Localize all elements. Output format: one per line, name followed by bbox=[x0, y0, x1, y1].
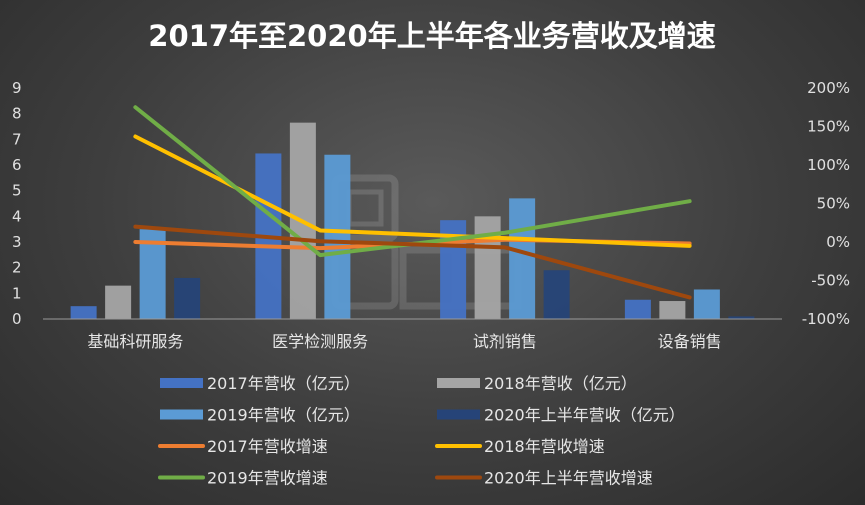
right-tick-label: 100% bbox=[807, 156, 850, 174]
right-tick-label: 50% bbox=[817, 195, 850, 213]
left-tick-label: 6 bbox=[12, 156, 22, 174]
legend-label-3: 2019年营收（亿元） bbox=[207, 406, 360, 425]
legend-label-5: 2017年营收增速 bbox=[207, 437, 328, 456]
right-tick-label: 150% bbox=[807, 118, 850, 136]
bar-4-3 bbox=[543, 270, 570, 319]
left-tick-label: 9 bbox=[12, 79, 22, 97]
legend-label-1: 2017年营收（亿元） bbox=[207, 374, 360, 393]
bar-1-1 bbox=[70, 306, 97, 319]
legend-label-4: 2020年上半年营收（亿元） bbox=[484, 406, 685, 425]
legend-swatch-1 bbox=[160, 378, 203, 388]
legend-label-6: 2018年营收增速 bbox=[484, 437, 605, 456]
left-tick-label: 1 bbox=[12, 284, 22, 302]
bar-3-2 bbox=[324, 154, 351, 319]
right-tick-label: 0% bbox=[826, 233, 850, 251]
category-label: 基础科研服务 bbox=[87, 332, 183, 351]
bar-2-4 bbox=[659, 301, 686, 319]
legend-swatch-3 bbox=[160, 409, 203, 420]
line-series-2 bbox=[133, 134, 692, 248]
bar-4-1 bbox=[174, 277, 201, 319]
legend-label-2: 2018年营收（亿元） bbox=[484, 374, 637, 393]
legend-swatch-4 bbox=[437, 409, 480, 420]
bar-2-1 bbox=[105, 285, 132, 319]
legend-label-7: 2019年营收增速 bbox=[207, 469, 328, 488]
legend-swatch-2 bbox=[437, 378, 480, 388]
left-tick-label: 5 bbox=[12, 182, 22, 200]
category-label: 试剂销售 bbox=[473, 332, 537, 351]
right-tick-label: -50% bbox=[811, 272, 850, 290]
right-tick-label: 200% bbox=[807, 79, 850, 97]
bar-3-4 bbox=[693, 289, 720, 319]
legend-label-8: 2020年上半年营收增速 bbox=[484, 469, 653, 488]
bar-1-4 bbox=[624, 299, 651, 319]
left-tick-label: 3 bbox=[12, 233, 22, 251]
left-tick-label: 0 bbox=[12, 310, 22, 328]
bar-3-3 bbox=[509, 198, 536, 319]
left-tick-label: 8 bbox=[12, 105, 22, 123]
line-series-4 bbox=[133, 224, 692, 300]
left-tick-label: 4 bbox=[12, 207, 22, 225]
chart-title: 2017年至2020年上半年各业务营收及增速 bbox=[148, 19, 715, 53]
bar-4-4 bbox=[728, 316, 755, 319]
left-tick-label: 7 bbox=[12, 130, 22, 148]
category-label: 设备销售 bbox=[658, 332, 722, 351]
left-tick-label: 2 bbox=[12, 259, 22, 277]
right-tick-label: -100% bbox=[802, 310, 850, 328]
category-label: 医学检测服务 bbox=[272, 332, 368, 351]
